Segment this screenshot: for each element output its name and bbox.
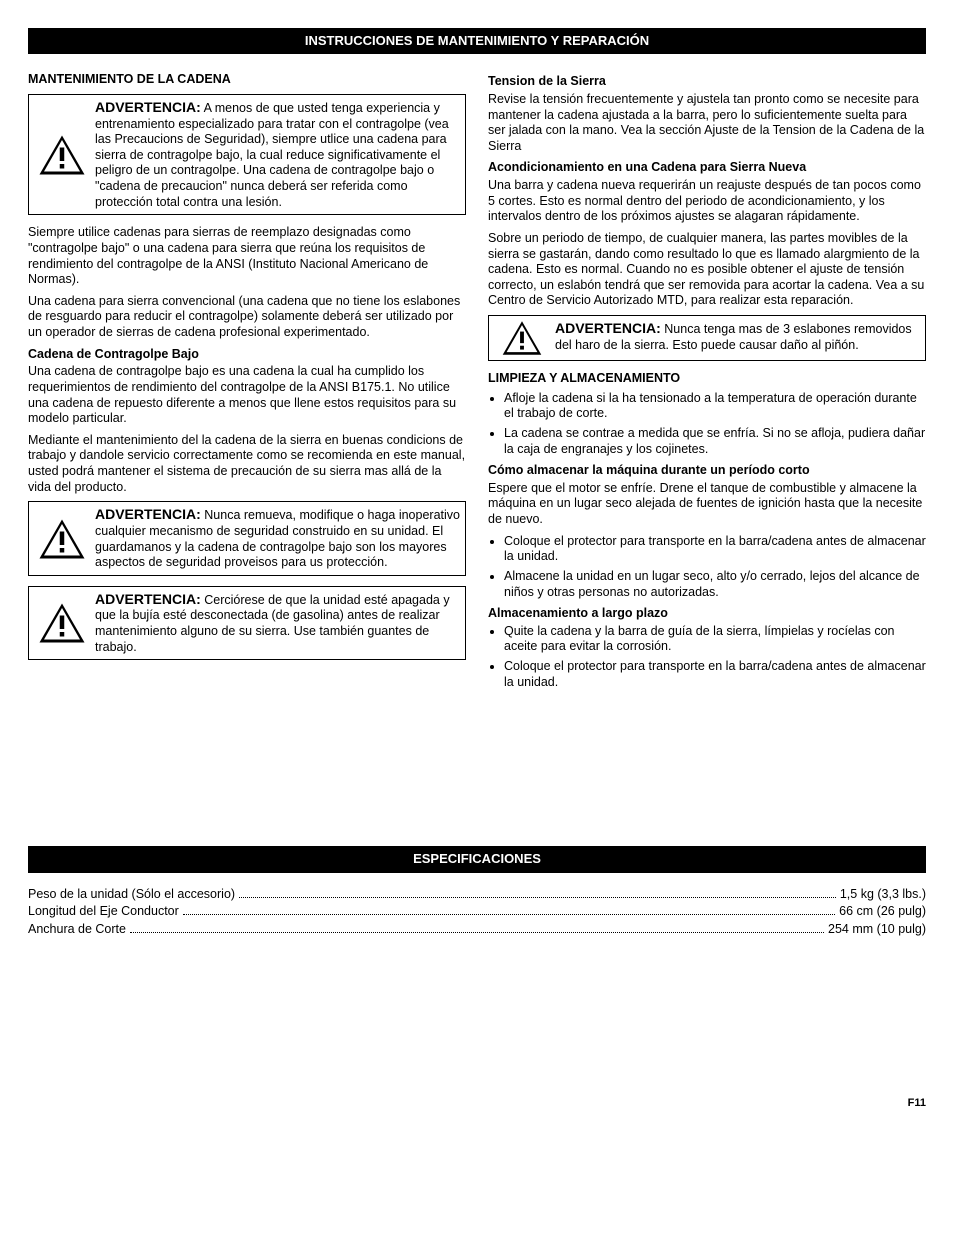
spec-row: Longitud del Eje Conductor 66 cm (26 pul…: [28, 904, 926, 920]
spec-value: 1,5 kg (3,3 lbs.): [840, 887, 926, 903]
bullet-list: Afloje la cadena si la ha tensionado a l…: [488, 391, 926, 458]
para: Una cadena para sierra convencional (una…: [28, 294, 466, 341]
warning-box-1: ADVERTENCIA: A menos de que usted tenga …: [28, 94, 466, 215]
warning-text: ADVERTENCIA: Nunca tenga mas de 3 eslabo…: [555, 316, 925, 360]
spec-leader: [239, 897, 836, 898]
spec-value: 66 cm (26 pulg): [839, 904, 926, 920]
warning-text: ADVERTENCIA: Cerciórese de que la unidad…: [95, 587, 465, 660]
list-item: Coloque el protector para transporte en …: [504, 534, 926, 565]
warning-label: ADVERTENCIA:: [95, 99, 201, 115]
warning-box-2: ADVERTENCIA: Nunca remueva, modifique o …: [28, 501, 466, 576]
warning-body: A menos de que usted tenga experiencia y…: [95, 101, 449, 209]
warning-label: ADVERTENCIA:: [95, 591, 201, 607]
list-item: Almacene la unidad en un lugar seco, alt…: [504, 569, 926, 600]
para: Espere que el motor se enfríe. Drene el …: [488, 481, 926, 528]
warning-label: ADVERTENCIA:: [95, 506, 201, 522]
spec-leader: [130, 932, 824, 933]
list-item: Coloque el protector para transporte en …: [504, 659, 926, 690]
spec-value: 254 mm (10 pulg): [828, 922, 926, 938]
para: Siempre utilice cadenas para sierras de …: [28, 225, 466, 288]
subheading-cleaning: LIMPIEZA Y ALMACENAMIENTO: [488, 371, 926, 387]
warning-label: ADVERTENCIA:: [555, 320, 661, 336]
para: Una barra y cadena nueva requerirán un r…: [488, 178, 926, 225]
warning-box-4: ADVERTENCIA: Nunca tenga mas de 3 eslabo…: [488, 315, 926, 361]
warning-text: ADVERTENCIA: A menos de que usted tenga …: [95, 95, 465, 214]
spec-label: Anchura de Corte: [28, 922, 126, 938]
subheading-condition: Acondicionamiento en una Cadena para Sie…: [488, 160, 926, 176]
subheading-tension: Tension de la Sierra: [488, 74, 926, 90]
warning-text: ADVERTENCIA: Nunca remueva, modifique o …: [95, 502, 465, 575]
left-column: MANTENIMIENTO DE LA CADENA ADVERTENCIA: …: [28, 68, 466, 696]
para: Una cadena de contragolpe bajo es una ca…: [28, 364, 466, 427]
page-number: F11: [28, 1097, 926, 1111]
warning-icon: [489, 316, 555, 360]
section-header: INSTRUCCIONES DE MANTENIMIENTO Y REPARAC…: [28, 28, 926, 54]
spec-row: Peso de la unidad (Sólo el accesorio) 1,…: [28, 887, 926, 903]
spec-label: Peso de la unidad (Sólo el accesorio): [28, 887, 235, 903]
subheading-low-kickback: Cadena de Contragolpe Bajo: [28, 347, 466, 363]
two-column-layout: MANTENIMIENTO DE LA CADENA ADVERTENCIA: …: [28, 68, 926, 696]
list-item: La cadena se contrae a medida que se enf…: [504, 426, 926, 457]
spec-label: Longitud del Eje Conductor: [28, 904, 179, 920]
spec-header: ESPECIFICACIONES: [28, 846, 926, 872]
para: Revise la tensión frecuentemente y ajust…: [488, 92, 926, 155]
maint-heading: MANTENIMIENTO DE LA CADENA: [28, 72, 466, 88]
spec-row: Anchura de Corte 254 mm (10 pulg): [28, 922, 926, 938]
bullet-list: Quite la cadena y la barra de guía de la…: [488, 624, 926, 691]
list-item: Afloje la cadena si la ha tensionado a l…: [504, 391, 926, 422]
specifications-section: ESPECIFICACIONES Peso de la unidad (Sólo…: [28, 846, 926, 937]
subheading-long-storage: Almacenamiento a largo plazo: [488, 606, 926, 622]
bullet-list: Coloque el protector para transporte en …: [488, 534, 926, 601]
warning-box-3: ADVERTENCIA: Cerciórese de que la unidad…: [28, 586, 466, 661]
warning-icon: [29, 502, 95, 575]
warning-icon: [29, 587, 95, 660]
right-column: Tension de la Sierra Revise la tensión f…: [488, 68, 926, 696]
list-item: Quite la cadena y la barra de guía de la…: [504, 624, 926, 655]
spec-leader: [183, 914, 835, 915]
subheading-short-storage: Cómo almacenar la máquina durante un per…: [488, 463, 926, 479]
para: Mediante el mantenimiento del la cadena …: [28, 433, 466, 496]
para: Sobre un periodo de tiempo, de cualquier…: [488, 231, 926, 309]
warning-icon: [29, 95, 95, 214]
